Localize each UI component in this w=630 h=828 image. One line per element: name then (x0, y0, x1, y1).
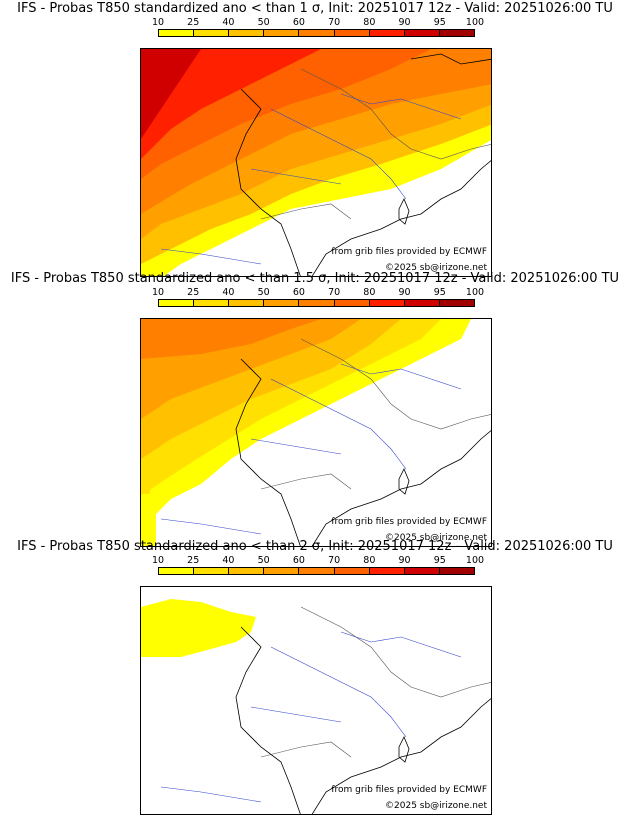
panel-title: IFS - Probas T850 standardized ano < tha… (17, 1, 613, 16)
colorbar-tick-label: 50 (257, 17, 270, 28)
colorbar-swatch (194, 30, 230, 36)
colorbar-tick-label: 60 (292, 17, 305, 28)
colorbar-tick-label: 95 (433, 17, 446, 28)
colorbar-swatch (369, 568, 405, 574)
colorbar-tick-label: 60 (292, 287, 305, 298)
probability-map: from grib files provided by ECMWF ©2025 … (140, 48, 492, 277)
colorbar: 10 25 40 50 60 70 80 90 95 100 (152, 17, 484, 45)
colorbar-swatch (159, 30, 195, 36)
colorbar-tick-label: 90 (398, 555, 411, 566)
colorbar-swatch (194, 568, 230, 574)
colorbar-tick-label: 25 (187, 17, 200, 28)
colorbar-swatch (334, 30, 370, 36)
colorbar-swatches (158, 567, 475, 575)
colorbar-swatch (334, 568, 370, 574)
colorbar-tick-label: 50 (257, 287, 270, 298)
colorbar-swatches (158, 299, 475, 307)
colorbar-tick-label: 40 (222, 555, 235, 566)
panel-title: IFS - Probas T850 standardized ano < tha… (10, 271, 620, 286)
map-graphic (141, 319, 491, 546)
colorbar-swatch (229, 568, 265, 574)
map-graphic (141, 49, 491, 276)
colorbar-tick-label: 40 (222, 287, 235, 298)
colorbar-swatch (194, 300, 230, 306)
colorbar-tick-label: 95 (433, 287, 446, 298)
colorbar-swatch (159, 568, 195, 574)
colorbar-tick-label: 90 (398, 17, 411, 28)
colorbar-tick-label: 90 (398, 287, 411, 298)
colorbar-tick-label: 25 (187, 287, 200, 298)
credit-source: from grib files provided by ECMWF (331, 247, 487, 257)
colorbar-swatch (264, 568, 300, 574)
colorbar-swatch (439, 30, 474, 36)
colorbar-swatch (369, 300, 405, 306)
colorbar-swatch (159, 300, 195, 306)
colorbar-swatch (404, 300, 440, 306)
colorbar-swatch (299, 30, 335, 36)
colorbar: 10 25 40 50 60 70 80 90 95 100 (152, 555, 484, 583)
probability-map: from grib files provided by ECMWF ©2025 … (140, 318, 492, 547)
colorbar: 10 25 40 50 60 70 80 90 95 100 (152, 287, 484, 315)
panel-3: IFS - Probas T850 standardized ano < tha… (0, 538, 630, 815)
map-graphic (141, 599, 491, 814)
colorbar-swatch (369, 30, 405, 36)
colorbar-tick-label: 95 (433, 555, 446, 566)
colorbar-tick-label: 25 (187, 555, 200, 566)
colorbar-swatch (264, 30, 300, 36)
colorbar-swatch (439, 300, 474, 306)
colorbar-swatch (264, 300, 300, 306)
colorbar-tick-label: 100 (465, 555, 485, 566)
colorbar-swatch (404, 568, 440, 574)
colorbar-tick-label: 10 (151, 287, 165, 298)
credit-copyright: ©2025 sb@irizone.net (385, 801, 487, 811)
panel-title: IFS - Probas T850 standardized ano < tha… (17, 539, 613, 554)
colorbar-swatch (229, 300, 265, 306)
credit-source: from grib files provided by ECMWF (331, 785, 487, 795)
credit-source: from grib files provided by ECMWF (331, 517, 487, 527)
credit-copyright: ©2025 sb@irizone.net (385, 533, 487, 543)
colorbar-tick-label: 70 (328, 555, 341, 566)
colorbar-swatches (158, 29, 475, 37)
colorbar-swatch (404, 30, 440, 36)
colorbar-swatch (299, 568, 335, 574)
colorbar-swatch (229, 30, 265, 36)
credit-copyright: ©2025 sb@irizone.net (385, 263, 487, 273)
colorbar-tick-label: 40 (222, 17, 235, 28)
colorbar-tick-label: 10 (151, 17, 165, 28)
panel-1: IFS - Probas T850 standardized ano < tha… (0, 0, 630, 277)
colorbar-tick-label: 70 (328, 17, 341, 28)
colorbar-tick-label: 70 (328, 287, 341, 298)
colorbar-tick-label: 50 (257, 555, 270, 566)
colorbar-swatch (439, 568, 474, 574)
panel-2: IFS - Probas T850 standardized ano < tha… (0, 270, 630, 547)
colorbar-tick-label: 80 (363, 287, 376, 298)
colorbar-tick-label: 80 (363, 555, 376, 566)
colorbar-tick-label: 60 (292, 555, 305, 566)
probability-map: from grib files provided by ECMWF ©2025 … (140, 586, 492, 815)
colorbar-tick-label: 10 (151, 555, 165, 566)
colorbar-tick-label: 100 (465, 287, 485, 298)
colorbar-tick-label: 80 (363, 17, 376, 28)
colorbar-swatch (334, 300, 370, 306)
colorbar-tick-label: 100 (465, 17, 485, 28)
colorbar-swatch (299, 300, 335, 306)
